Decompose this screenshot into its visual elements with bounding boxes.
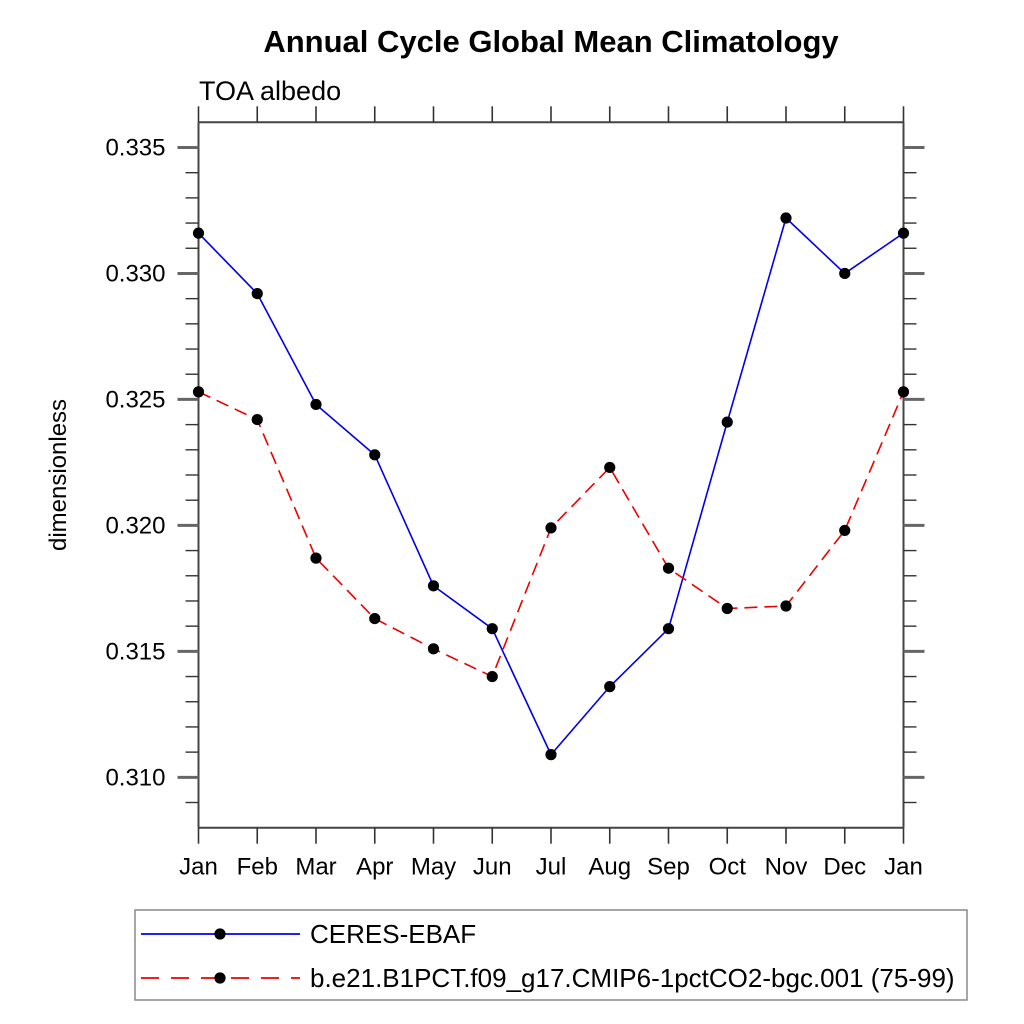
y-tick-label: 0.330 [105,260,165,287]
data-point-marker [897,386,910,398]
y-axis-label: dimensionless [45,399,72,551]
y-tick-label: 0.325 [105,386,165,413]
data-point-marker [251,288,263,300]
x-tick-label: Nov [765,854,808,881]
y-tick-label: 0.310 [105,764,165,791]
data-point-marker [604,681,616,693]
x-tick-label: Jan [884,854,923,881]
data-point-marker [310,552,322,564]
legend-marker [214,928,226,940]
x-tick-label: Jun [473,854,512,881]
data-point-marker [310,398,322,411]
legend-marker [214,972,226,984]
data-point-marker [192,227,205,239]
series-line-0 [197,216,904,757]
data-point-marker [192,386,205,398]
data-point-marker [427,643,440,655]
data-point-marker [780,600,792,612]
legend-item: CERES-EBAF [141,919,476,949]
y-tick-label: 0.315 [105,638,165,665]
data-point-marker [486,623,498,635]
data-point-marker [545,522,557,534]
x-tick-label: Oct [709,854,747,881]
data-point-marker [427,580,440,592]
legend-item: b.e21.B1PCT.f09_g17.CMIP6-1pctCO2-bgc.00… [141,963,955,993]
data-point-marker [369,612,381,625]
x-tick-label: Mar [295,854,336,881]
data-point-marker [486,670,498,683]
chart-subtitle: TOA albedo [199,76,341,106]
data-point-marker [721,602,733,615]
data-point-marker [662,562,675,574]
data-point-marker [721,416,733,428]
data-point-marker [604,461,616,474]
chart-title: Annual Cycle Global Mean Climatology [263,24,839,59]
x-tick-label: Jan [179,854,218,881]
data-point-marker [369,449,381,461]
y-tick-label: 0.335 [105,134,165,161]
data-point-marker [897,227,910,239]
x-tick-label: Sep [647,854,690,881]
data-point-marker [780,212,792,224]
x-tick-label: Feb [237,854,278,881]
legend-box [134,909,968,1001]
data-point-marker [839,524,851,537]
legend-label: b.e21.B1PCT.f09_g17.CMIP6-1pctCO2-bgc.00… [310,963,955,993]
x-tick-label: Dec [823,854,866,881]
data-series [192,212,910,761]
data-point-marker [251,413,263,426]
legend: CERES-EBAF b.e21.B1PCT.f09_g17.CMIP6-1pct… [134,909,968,1001]
x-tick-label: Apr [356,854,393,881]
data-point-marker [839,267,851,280]
axes: 0.310 0.315 0.320 0.325 0.330 0.335 Jan Feb Mar A… [105,106,925,881]
data-point-marker [545,749,557,761]
x-tick-label: May [411,854,456,881]
x-tick-label: Jul [536,854,567,881]
legend-label: CERES-EBAF [310,919,476,949]
series-line-1 [198,391,905,678]
data-point-marker [662,623,675,635]
x-tick-label: Aug [588,854,631,881]
y-tick-label: 0.320 [105,512,165,539]
